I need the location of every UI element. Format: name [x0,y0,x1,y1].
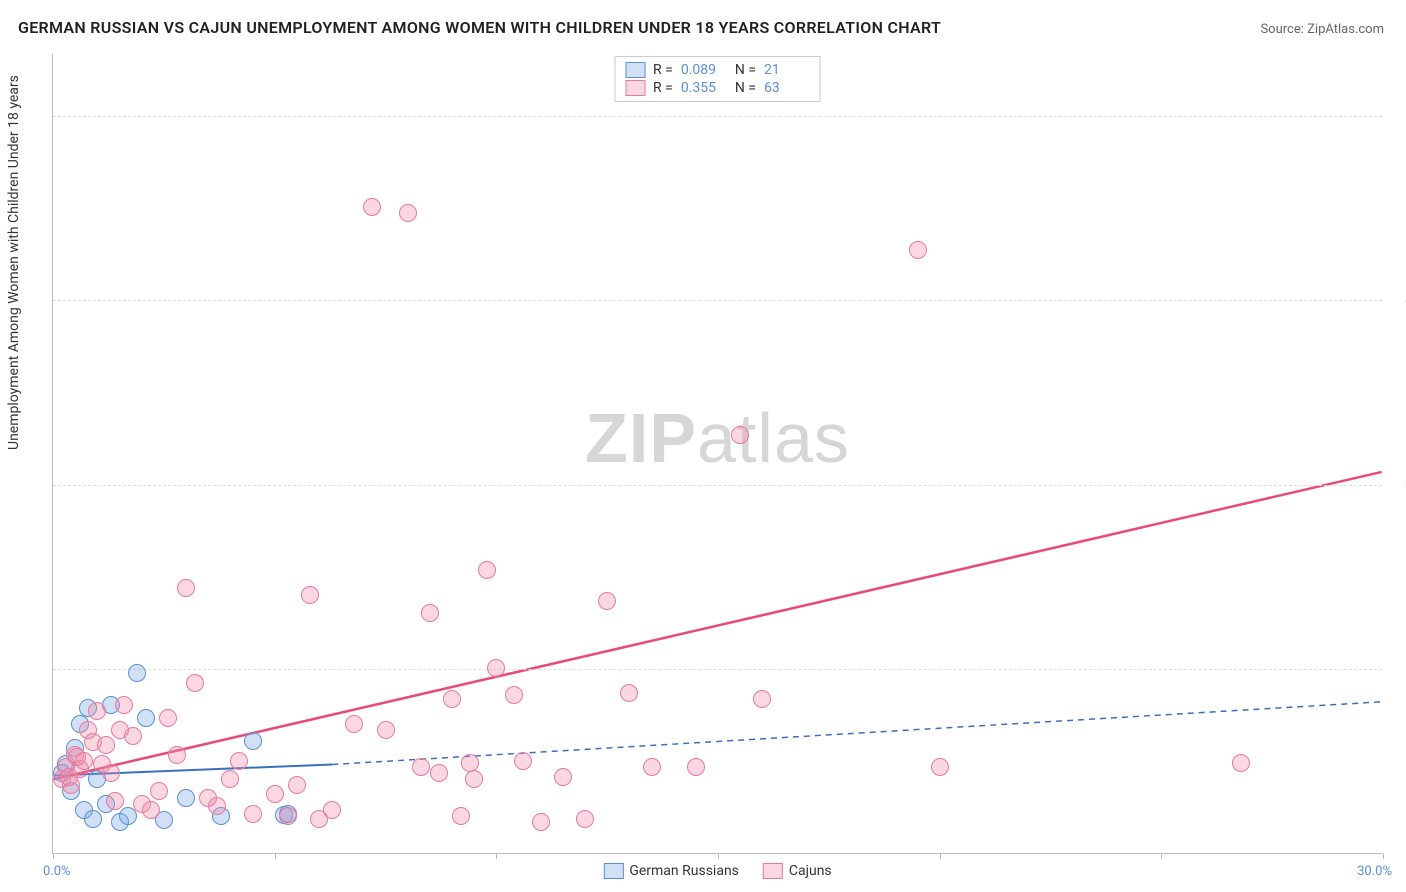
source-value: ZipAtlas.com [1307,22,1384,37]
data-point-cajuns [931,758,949,776]
data-point-cajuns [106,792,124,810]
x-axis-min-label: 0.0% [43,864,71,879]
x-tick [1161,853,1162,859]
data-point-cajuns [279,807,297,825]
watermark-rest: atlas [697,399,850,477]
legend-label-1: German Russians [629,863,739,879]
data-point-cajuns [487,659,505,677]
data-point-cajuns [97,736,115,754]
data-point-cajuns [430,764,448,782]
stats-legend-row-2: R = 0.355 N = 63 [625,79,810,97]
data-point-cajuns [115,696,133,714]
data-point-cajuns [731,426,749,444]
n-value-2: 63 [764,80,810,96]
data-point-german_russians [177,789,195,807]
data-point-cajuns [159,709,177,727]
r-label: R = [653,62,673,78]
data-point-cajuns [399,204,417,222]
legend-item-german-russians: German Russians [603,863,739,879]
data-point-cajuns [124,727,142,745]
gridline [53,116,1382,117]
n-value-1: 21 [764,62,810,78]
data-point-cajuns [288,776,306,794]
data-point-cajuns [443,690,461,708]
data-point-cajuns [142,801,160,819]
data-point-cajuns [643,758,661,776]
data-point-cajuns [208,797,226,815]
data-point-cajuns [363,198,381,216]
data-point-cajuns [266,785,284,803]
x-tick [496,853,497,859]
legend-label-2: Cajuns [789,863,832,879]
plot-area: ZIPatlas R = 0.089 N = 21 R = 0.355 N = … [52,54,1382,854]
watermark-bold: ZIP [585,399,697,477]
swatch-cajuns [763,863,783,879]
swatch-german-russians [603,863,623,879]
data-point-cajuns [323,801,341,819]
data-point-cajuns [465,770,483,788]
data-point-cajuns [102,764,120,782]
gridline [53,485,1382,486]
data-point-cajuns [753,690,771,708]
gridline [53,669,1382,670]
source-attribution: Source: ZipAtlas.com [1260,22,1384,37]
data-point-cajuns [909,241,927,259]
data-point-cajuns [230,752,248,770]
data-point-german_russians [244,732,262,750]
data-point-cajuns [168,746,186,764]
data-point-cajuns [150,782,168,800]
gridline [53,300,1382,301]
data-point-cajuns [505,686,523,704]
data-point-cajuns [221,770,239,788]
x-tick [940,853,941,859]
data-point-cajuns [421,604,439,622]
data-point-german_russians [137,709,155,727]
data-point-cajuns [60,768,78,786]
data-point-cajuns [88,702,106,720]
data-point-cajuns [452,807,470,825]
x-tick [718,853,719,859]
data-point-german_russians [84,810,102,828]
stats-legend: R = 0.089 N = 21 R = 0.355 N = 63 [614,56,821,102]
data-point-cajuns [345,715,363,733]
data-point-cajuns [1232,754,1250,772]
data-point-cajuns [186,674,204,692]
series-legend: German Russians Cajuns [603,863,831,879]
r-value-2: 0.355 [681,80,727,96]
data-point-cajuns [412,758,430,776]
n-label: N = [735,80,756,96]
y-axis-label: Unemployment Among Women with Children U… [6,75,22,450]
swatch-german-russians [625,62,645,78]
data-point-cajuns [244,805,262,823]
data-point-cajuns [68,748,86,766]
x-tick [1383,853,1384,859]
chart-container: GERMAN RUSSIAN VS CAJUN UNEMPLOYMENT AMO… [0,0,1406,892]
x-axis-max-label: 30.0% [1357,864,1392,879]
data-point-cajuns [301,586,319,604]
trend-line [332,702,1381,765]
data-point-cajuns [514,752,532,770]
data-point-cajuns [377,721,395,739]
n-label: N = [735,62,756,78]
data-point-german_russians [128,664,146,682]
data-point-cajuns [576,810,594,828]
chart-title: GERMAN RUSSIAN VS CAJUN UNEMPLOYMENT AMO… [18,18,941,37]
data-point-cajuns [177,579,195,597]
source-label: Source: [1260,22,1303,37]
watermark: ZIPatlas [585,398,850,478]
data-point-cajuns [598,592,616,610]
data-point-cajuns [554,768,572,786]
data-point-cajuns [687,758,705,776]
r-value-1: 0.089 [681,62,727,78]
swatch-cajuns [625,80,645,96]
x-tick [53,853,54,859]
data-point-cajuns [478,561,496,579]
stats-legend-row-1: R = 0.089 N = 21 [625,61,810,79]
data-point-cajuns [620,684,638,702]
x-tick [275,853,276,859]
data-point-cajuns [532,813,550,831]
r-label: R = [653,80,673,96]
legend-item-cajuns: Cajuns [763,863,832,879]
